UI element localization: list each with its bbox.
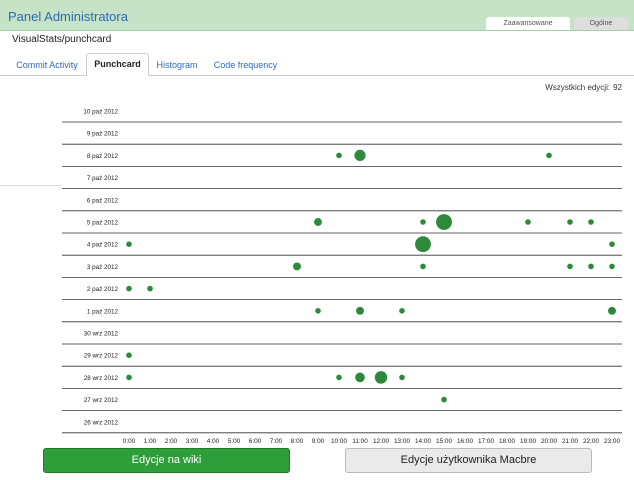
punch-dot — [588, 219, 594, 225]
punch-dot — [315, 308, 321, 314]
row-date-label: 29 wrz 2012 — [84, 353, 119, 360]
x-tick-label: 11:00 — [352, 438, 368, 445]
row-date-label: 6 paź 2012 — [87, 197, 119, 204]
row-date-label: 10 paź 2012 — [83, 109, 118, 116]
row-date-label: 26 wrz 2012 — [84, 419, 119, 426]
x-tick-label: 5:00 — [228, 438, 241, 445]
x-tick-label: 0:00 — [123, 438, 136, 445]
x-tick-label: 7:00 — [270, 438, 283, 445]
punch-dot — [399, 374, 405, 381]
row-date-label: 8 paź 2012 — [87, 153, 119, 160]
tab-histogram[interactable]: Histogram — [156, 60, 198, 70]
tab-code-frequency[interactable]: Code frequency — [213, 60, 278, 70]
x-tick-label: 10:00 — [331, 438, 347, 445]
punch-dot — [436, 214, 452, 230]
punch-dot — [415, 236, 431, 253]
row-date-label: 4 paź 2012 — [87, 242, 119, 249]
punch-dot — [126, 285, 132, 292]
app-title: Panel Administratora — [8, 9, 128, 24]
punch-dot — [609, 241, 615, 247]
breadcrumb: VisualStats/punchcard — [12, 34, 112, 45]
punch-dot — [314, 218, 322, 226]
x-tick-label: 3:00 — [186, 438, 199, 445]
x-tick-label: 15:00 — [436, 438, 452, 445]
row-date-label: 3 paź 2012 — [87, 264, 119, 271]
punch-dot — [441, 396, 447, 403]
stats-tabs: Commit Activity Punchcard Histogram Code… — [0, 53, 634, 76]
punch-dot — [336, 374, 342, 381]
punch-dot — [126, 352, 132, 359]
row-date-label: 1 paź 2012 — [87, 308, 119, 315]
x-tick-label: 14:00 — [415, 438, 431, 445]
x-tick-label: 12:00 — [373, 438, 389, 445]
x-tick-label: 9:00 — [312, 438, 325, 445]
x-tick-label: 8:00 — [291, 438, 304, 445]
row-date-label: 5 paź 2012 — [87, 220, 119, 227]
punch-dot — [374, 371, 388, 384]
punchcard-chart: 10 paź 2012 9 paź 2012 8 paź 2012 7 paź 201… — [62, 109, 622, 445]
row-date-label: 28 wrz 2012 — [84, 375, 119, 382]
x-tick-label: 13:00 — [394, 438, 410, 445]
tab-ogolne[interactable]: Ogólne — [574, 17, 628, 30]
row-date-label: 2 paź 2012 — [87, 286, 119, 293]
x-tick-label: 23:00 — [604, 438, 620, 445]
x-tick-label: 18:00 — [499, 438, 515, 445]
x-tick-label: 20:00 — [541, 438, 557, 445]
wiki-edits-button[interactable]: Edycje na wiki — [43, 448, 290, 473]
row-date-label: 27 wrz 2012 — [84, 397, 119, 404]
x-tick-label: 16:00 — [457, 438, 473, 445]
x-tick-label: 21:00 — [562, 438, 578, 445]
punch-dot — [608, 306, 616, 315]
punch-dot — [356, 306, 364, 315]
punch-dot — [588, 263, 594, 270]
x-tick-label: 22:00 — [583, 438, 599, 445]
punch-dot — [354, 149, 366, 161]
x-tick-label: 1:00 — [144, 438, 157, 445]
total-edits: Wszystkich edycji: 92 — [542, 83, 622, 92]
punch-dot — [609, 263, 615, 270]
punch-dot — [567, 219, 573, 225]
punch-dot — [567, 263, 573, 270]
punch-dot — [420, 263, 426, 270]
row-date-label: 30 wrz 2012 — [84, 331, 119, 338]
tab-punchcard[interactable]: Punchcard — [86, 53, 149, 76]
user-edits-button[interactable]: Edycje użytkownika Macbre — [345, 448, 592, 473]
row-date-label: 9 paź 2012 — [87, 131, 119, 138]
punch-dot — [293, 262, 301, 271]
total-edits-label: Wszystkich edycji: — [545, 83, 611, 92]
punch-dot — [525, 219, 531, 225]
punch-dot — [336, 152, 342, 159]
tab-commit-activity[interactable]: Commit Activity — [16, 60, 78, 70]
punch-dot — [147, 285, 153, 292]
total-edits-value: 92 — [613, 83, 622, 92]
punch-dot — [355, 372, 365, 383]
punch-dot — [546, 152, 552, 159]
tab-zaawansowane[interactable]: Zaawansowane — [486, 17, 570, 30]
x-tick-label: 6:00 — [249, 438, 262, 445]
punch-dot — [399, 308, 405, 314]
x-tick-label: 2:00 — [165, 438, 178, 445]
punch-dot — [126, 241, 132, 247]
punch-dot — [126, 374, 132, 381]
x-tick-label: 4:00 — [207, 438, 220, 445]
punch-dot — [420, 219, 426, 225]
x-tick-label: 19:00 — [520, 438, 536, 445]
divider — [0, 185, 62, 186]
app-header: Panel Administratora Zaawansowane Ogólne — [0, 0, 634, 31]
row-date-label: 7 paź 2012 — [87, 175, 119, 182]
x-tick-label: 17:00 — [478, 438, 494, 445]
